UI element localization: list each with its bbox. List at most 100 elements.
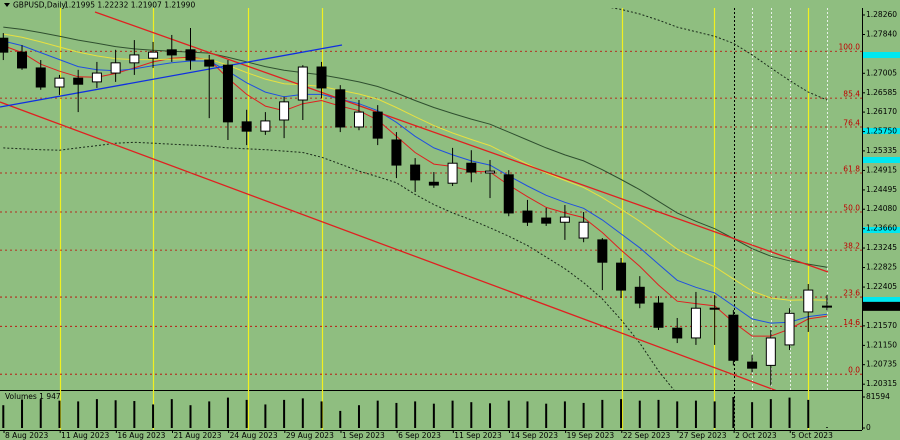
volume-tick-label: 0 xyxy=(866,423,871,432)
trend-line xyxy=(0,101,777,390)
candle-body xyxy=(728,314,739,361)
x-tick-label: 11 Sep 2023 xyxy=(454,431,502,440)
x-tick-label: 22 Sep 2023 xyxy=(623,431,671,440)
candle-body xyxy=(110,62,121,74)
candle-body xyxy=(616,262,627,291)
current-price-label: 1.21990 xyxy=(866,301,897,310)
candle-body xyxy=(279,101,290,121)
y-tick-label: 1.22825 xyxy=(866,263,897,272)
candle-body xyxy=(17,51,28,69)
candle-body xyxy=(709,307,720,310)
y-tick-label: 1.20735 xyxy=(866,360,897,369)
trend-line xyxy=(94,11,829,273)
candle-body xyxy=(485,170,496,174)
volume-title: Volumes 1 947 xyxy=(5,392,61,401)
x-tick-label: 14 Sep 2023 xyxy=(510,431,558,440)
alert-marker xyxy=(863,227,900,233)
candle-body xyxy=(297,66,308,101)
fib-label: 50.0 xyxy=(843,204,860,213)
x-tick-label: 2 Oct 2023 xyxy=(735,431,777,440)
indicator-line xyxy=(3,26,828,268)
x-tick-label: 6 Sep 2023 xyxy=(398,431,441,440)
candle-body xyxy=(634,286,645,304)
fib-label: 23.6 xyxy=(843,289,860,298)
indicator-line xyxy=(3,141,675,390)
candle-body xyxy=(185,49,196,61)
candle-body xyxy=(166,49,177,56)
candle-body xyxy=(672,327,683,339)
candle-body xyxy=(204,59,215,67)
candle-body xyxy=(466,162,477,173)
y-tick-label: 1.21150 xyxy=(866,340,897,349)
volume-tick-label: 81594 xyxy=(866,392,890,401)
alert-marker xyxy=(863,157,900,163)
x-tick-label: 24 Aug 2023 xyxy=(230,431,278,440)
candle-body xyxy=(503,174,514,214)
chart-title: GBPUSD,Daily xyxy=(13,1,66,10)
indicator-line xyxy=(3,33,828,301)
candle-body xyxy=(222,64,233,123)
y-tick-label: 1.24080 xyxy=(866,204,897,213)
x-tick-label: 29 Aug 2023 xyxy=(286,431,334,440)
indicator-layer xyxy=(3,8,828,390)
current-price-box xyxy=(863,301,900,311)
alert-marker xyxy=(863,297,900,303)
fib-label: 61.8 xyxy=(843,164,860,173)
fib-layer: 100.0 85.4 76.4 61.8 50.0 38.2 23.6 14.6 0.0 xyxy=(0,43,862,375)
candle-body xyxy=(522,210,533,223)
candle-body xyxy=(0,37,9,53)
y-tick-label: 1.21570 xyxy=(866,321,897,330)
candle-layer xyxy=(0,27,832,386)
indicator-line xyxy=(3,40,828,324)
x-tick-label: 11 Aug 2023 xyxy=(61,431,109,440)
candle-body xyxy=(541,217,552,224)
candle-body xyxy=(690,307,701,339)
x-tick-label: 19 Sep 2023 xyxy=(567,431,615,440)
indicator-line xyxy=(610,8,828,101)
x-tick-label: 16 Aug 2023 xyxy=(117,431,165,440)
y-tick-label: 1.24495 xyxy=(866,185,897,194)
fib-label: 38.2 xyxy=(843,242,860,251)
y-tick-label: 1.23245 xyxy=(866,243,897,252)
candle-body xyxy=(241,121,252,132)
candle-body xyxy=(803,289,814,313)
candle-body xyxy=(391,139,402,166)
axis-layer: 1.28260 1.27840 1.27005 1.26585 1.26170 1.257… xyxy=(3,10,900,440)
candle-body xyxy=(73,77,84,85)
candle-body xyxy=(428,181,439,186)
candle-body xyxy=(91,72,102,83)
trend-line xyxy=(0,44,343,108)
y-tick-label: 1.23660 xyxy=(866,224,897,233)
indicator-line xyxy=(3,45,828,337)
alert-marker xyxy=(863,128,900,134)
y-tick-label: 1.27840 xyxy=(866,29,897,38)
alert-marker xyxy=(863,52,900,58)
candle-body xyxy=(559,216,570,223)
candle-body xyxy=(260,120,271,132)
x-tick-label: 27 Sep 2023 xyxy=(679,431,727,440)
y-tick-label: 1.20315 xyxy=(866,379,897,388)
x-tick-label: 8 Aug 2023 xyxy=(5,431,48,440)
y-tick-label: 1.28260 xyxy=(866,10,897,19)
candle-body xyxy=(316,66,327,89)
y-tick-label: 1.22405 xyxy=(866,282,897,291)
candle-body xyxy=(784,312,795,346)
y-tick-label: 1.25335 xyxy=(866,146,897,155)
candle-body xyxy=(410,164,421,181)
candle-body xyxy=(578,221,589,239)
x-tick-label: 21 Aug 2023 xyxy=(174,431,222,440)
header-icon xyxy=(4,3,10,7)
y-tick-label: 1.26170 xyxy=(866,107,897,116)
candle-body xyxy=(129,54,140,64)
candle-body xyxy=(353,111,364,128)
candle-body xyxy=(35,67,46,88)
price-alerts xyxy=(863,52,900,303)
y-tick-label: 1.27005 xyxy=(866,68,897,77)
fib-label: 0.0 xyxy=(848,366,860,375)
candle-body xyxy=(372,111,383,139)
fib-label: 100.0 xyxy=(839,43,861,52)
ohlc-readout: 1.21995 1.22232 1.21907 1.21990 xyxy=(64,1,195,10)
candle-body xyxy=(597,239,608,263)
